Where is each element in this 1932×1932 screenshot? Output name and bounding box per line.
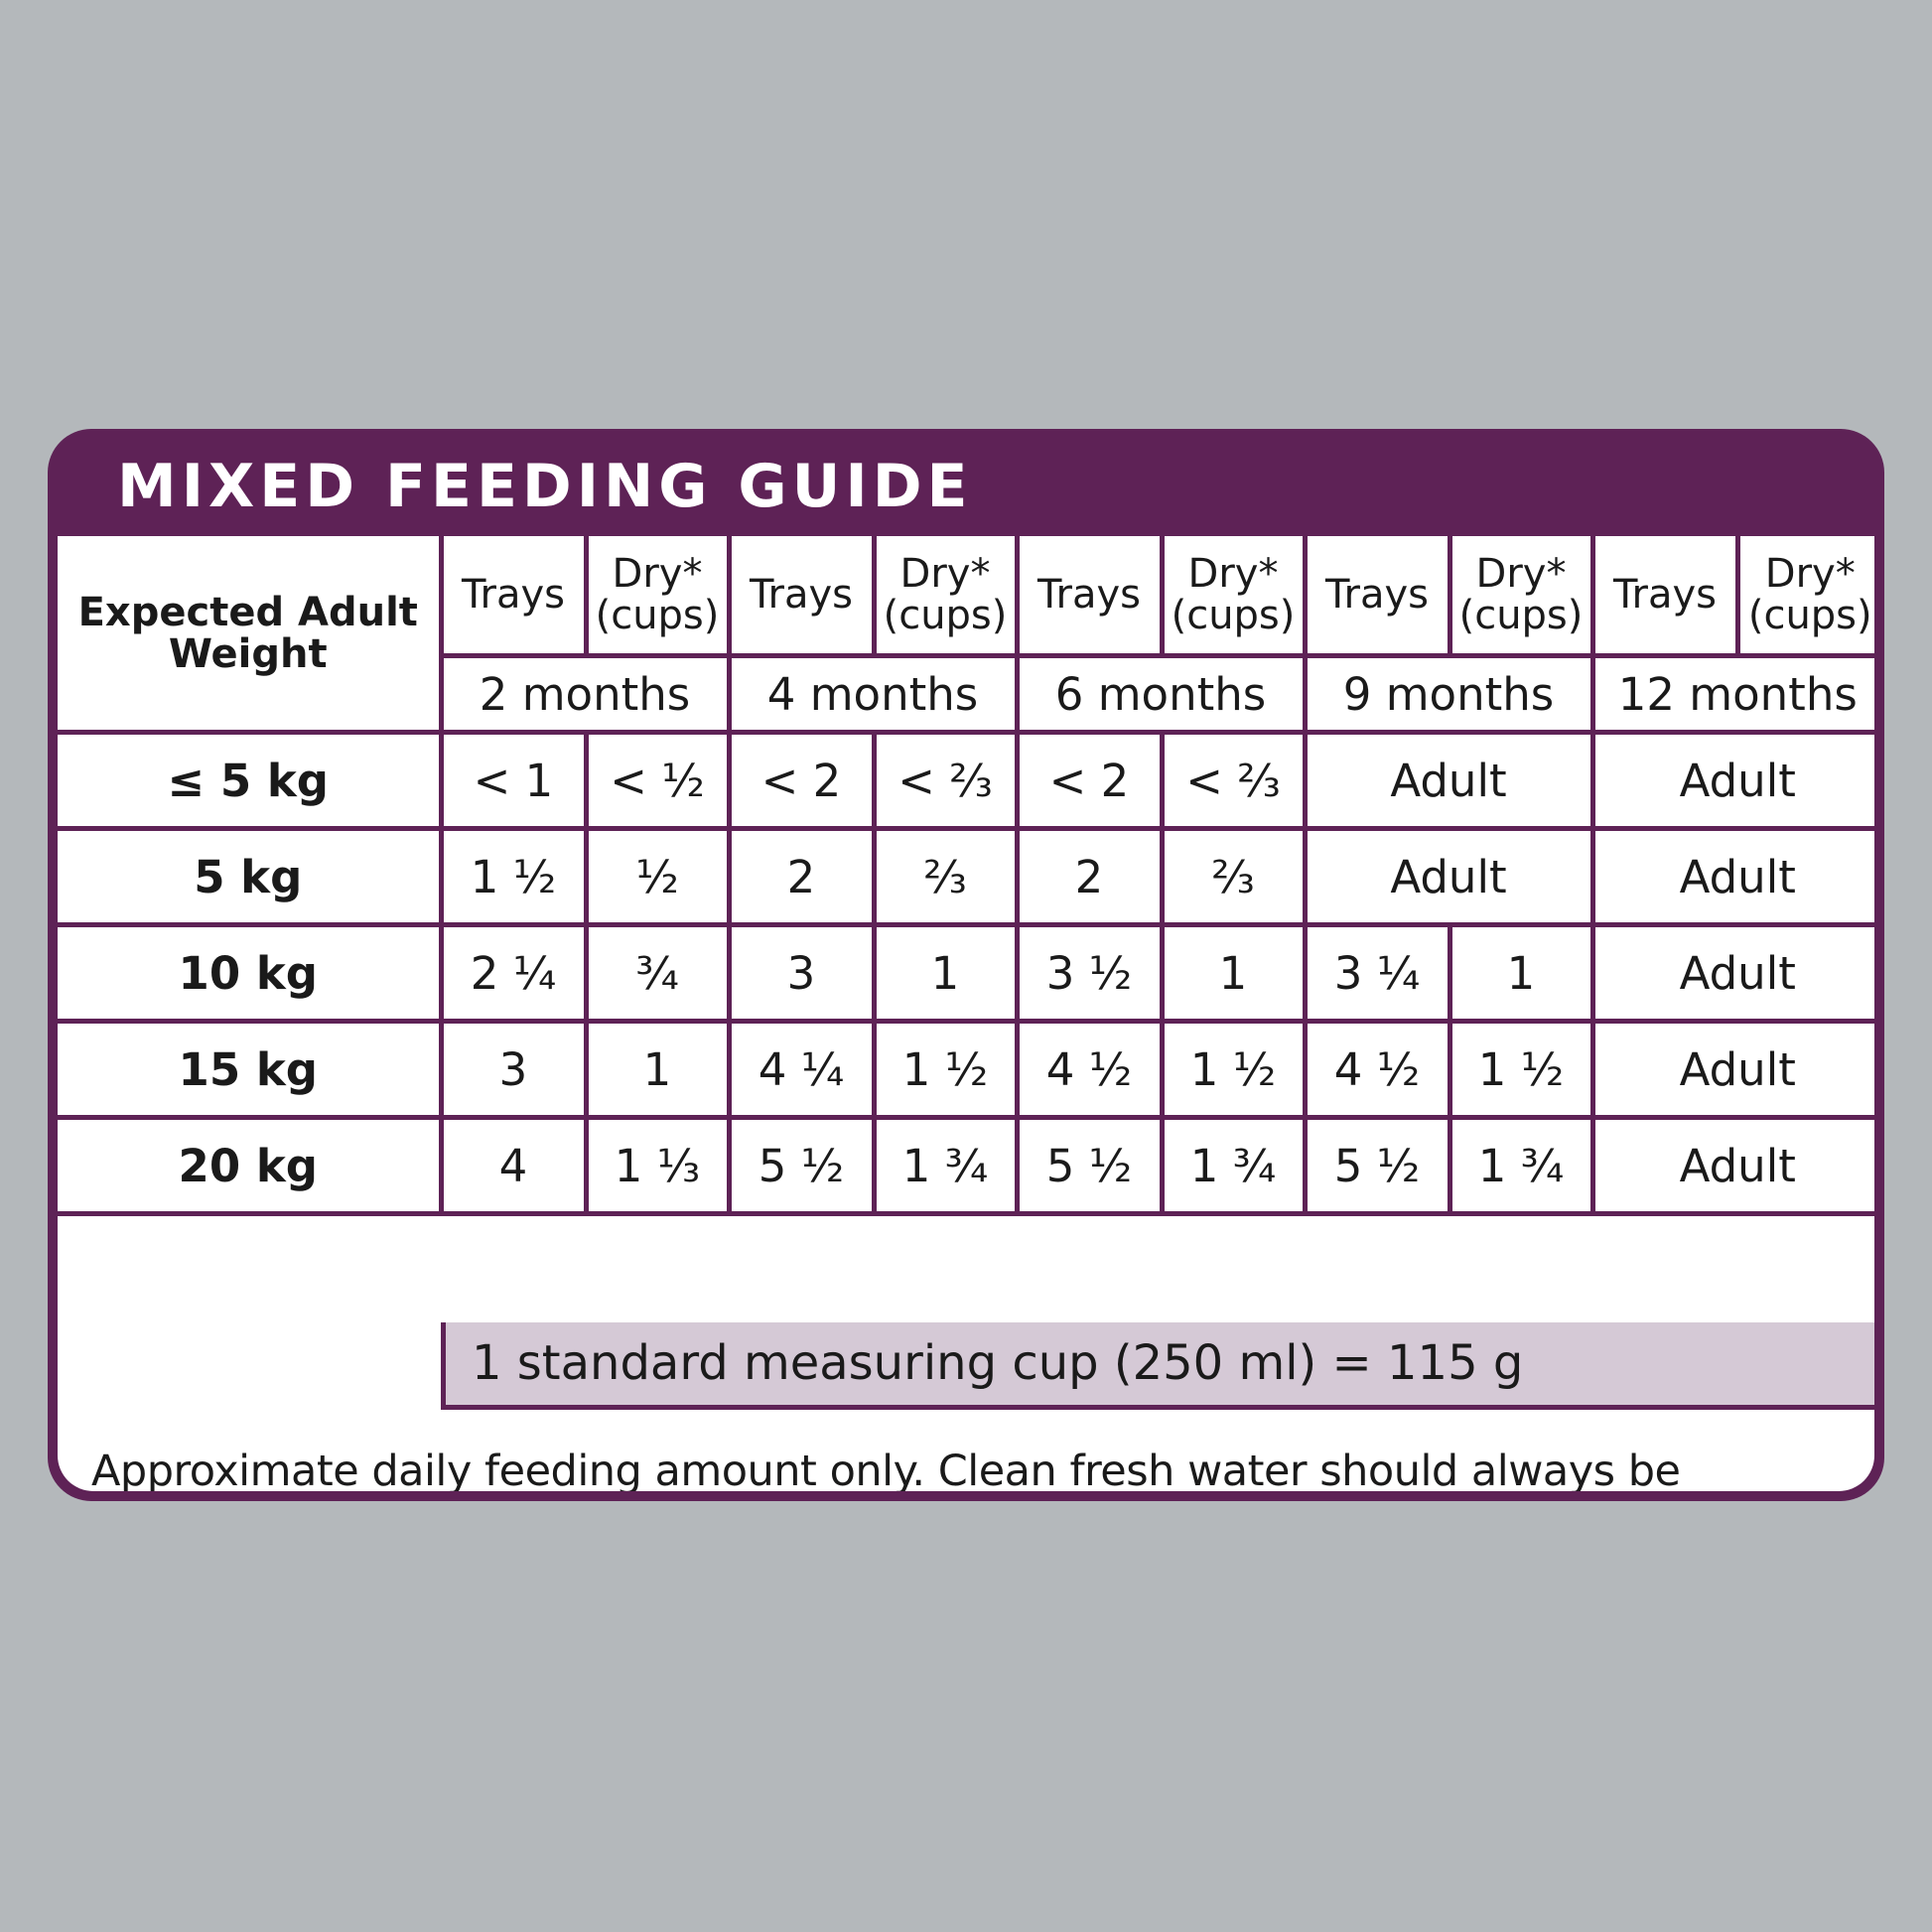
- disclaimer-text: Approximate daily feeding amount only. C…: [91, 1447, 1681, 1491]
- table-cell: < ½: [583, 730, 732, 831]
- age-header: 9 months: [1302, 653, 1595, 735]
- table-cell: 1: [1159, 922, 1308, 1024]
- table-cell: < 1: [438, 730, 589, 831]
- table-cell: 5 ½: [1302, 1115, 1452, 1216]
- weight-header: Expected Adult Weight: [58, 536, 444, 735]
- table-cell: 1 ½: [871, 1019, 1020, 1120]
- table-cell: 2: [726, 826, 877, 927]
- table-cell: 1: [871, 922, 1020, 1024]
- table-cell: 1: [583, 1019, 732, 1120]
- column-header: Dry* (cups): [871, 536, 1020, 658]
- column-header: Dry* (cups): [1447, 536, 1595, 658]
- age-header: 6 months: [1014, 653, 1308, 735]
- table-cell: 4 ½: [1014, 1019, 1165, 1120]
- table-row: 20 kg 4 1 ⅓ 5 ½ 1 ¾ 5 ½ 1 ¾ 5 ½ 1 ¾ Adul…: [58, 1115, 1874, 1216]
- table-cell: ½: [583, 826, 732, 927]
- guide-panel: Expected Adult Weight Trays Dry* (cups) …: [58, 536, 1874, 1491]
- weight-cell: 20 kg: [58, 1115, 444, 1216]
- feeding-guide-card: MIXED FEEDING GUIDE Expected Adult Weigh…: [48, 429, 1884, 1501]
- weight-cell: ≤ 5 kg: [58, 730, 444, 831]
- table-cell: Adult: [1589, 826, 1874, 927]
- column-header: Trays: [1589, 536, 1740, 658]
- table-cell: ¾: [583, 922, 732, 1024]
- age-header: 2 months: [438, 653, 732, 735]
- table-cell: Adult: [1302, 730, 1595, 831]
- age-header: 12 months: [1589, 653, 1874, 735]
- age-header: 4 months: [726, 653, 1020, 735]
- column-header: Dry* (cups): [1159, 536, 1308, 658]
- weight-cell: 15 kg: [58, 1019, 444, 1120]
- table-cell: 2: [1014, 826, 1165, 927]
- table-cell: 5 ½: [726, 1115, 877, 1216]
- table-cell: < ⅔: [871, 730, 1020, 831]
- table-row: ≤ 5 kg < 1 < ½ < 2 < ⅔ < 2 < ⅔ Adult Adu…: [58, 730, 1874, 831]
- table-row: 15 kg 3 1 4 ¼ 1 ½ 4 ½ 1 ½ 4 ½ 1 ½ Adult: [58, 1019, 1874, 1120]
- weight-cell: 10 kg: [58, 922, 444, 1024]
- table-cell: Adult: [1302, 826, 1595, 927]
- table-cell: 2 ¼: [438, 922, 589, 1024]
- table-cell: 1 ¾: [871, 1115, 1020, 1216]
- column-header-row: Expected Adult Weight Trays Dry* (cups) …: [58, 536, 1874, 735]
- column-header: Trays: [1014, 536, 1165, 658]
- table-cell: 4: [438, 1115, 589, 1216]
- feeding-table: Expected Adult Weight Trays Dry* (cups) …: [58, 536, 1874, 1216]
- table-cell: 1 ⅓: [583, 1115, 732, 1216]
- table-cell: 4 ¼: [726, 1019, 877, 1120]
- age-header-row: 2 months 4 months 6 months 9 months 12 m…: [58, 653, 1874, 735]
- column-header: Trays: [1302, 536, 1452, 658]
- column-header: Dry* (cups): [583, 536, 732, 658]
- table-cell: 1 ½: [1447, 1019, 1595, 1120]
- table-row: 10 kg 2 ¼ ¾ 3 1 3 ½ 1 3 ¼ 1 Adult: [58, 922, 1874, 1024]
- guide-title: MIXED FEEDING GUIDE: [117, 452, 973, 521]
- weight-cell: 5 kg: [58, 826, 444, 927]
- table-cell: < ⅔: [1159, 730, 1308, 831]
- table-cell: 3: [726, 922, 877, 1024]
- table-cell: 5 ½: [1014, 1115, 1165, 1216]
- table-cell: 1 ¾: [1159, 1115, 1308, 1216]
- table-cell: ⅔: [1159, 826, 1308, 927]
- table-cell: 4 ½: [1302, 1019, 1452, 1120]
- cup-conversion-note: 1 standard measuring cup (250 ml) = 115 …: [441, 1322, 1874, 1410]
- table-cell: 1: [1447, 922, 1595, 1024]
- table-cell: < 2: [1014, 730, 1165, 831]
- table-row: 5 kg 1 ½ ½ 2 ⅔ 2 ⅔ Adult Adult: [58, 826, 1874, 927]
- column-header: Trays: [726, 536, 877, 658]
- table-cell: 3 ½: [1014, 922, 1165, 1024]
- column-header: Dry* (cups): [1734, 536, 1874, 658]
- table-cell: Adult: [1589, 922, 1874, 1024]
- table-cell: < 2: [726, 730, 877, 831]
- table-cell: Adult: [1589, 730, 1874, 831]
- table-cell: 1 ½: [1159, 1019, 1308, 1120]
- table-cell: Adult: [1589, 1115, 1874, 1216]
- table-cell: 3: [438, 1019, 589, 1120]
- table-cell: 1 ¾: [1447, 1115, 1595, 1216]
- table-cell: ⅔: [871, 826, 1020, 927]
- table-cell: 3 ¼: [1302, 922, 1452, 1024]
- cup-note-row: 1 standard measuring cup (250 ml) = 115 …: [58, 1322, 1874, 1416]
- column-header: Trays: [438, 536, 589, 658]
- table-cell: Adult: [1589, 1019, 1874, 1120]
- table-cell: 1 ½: [438, 826, 589, 927]
